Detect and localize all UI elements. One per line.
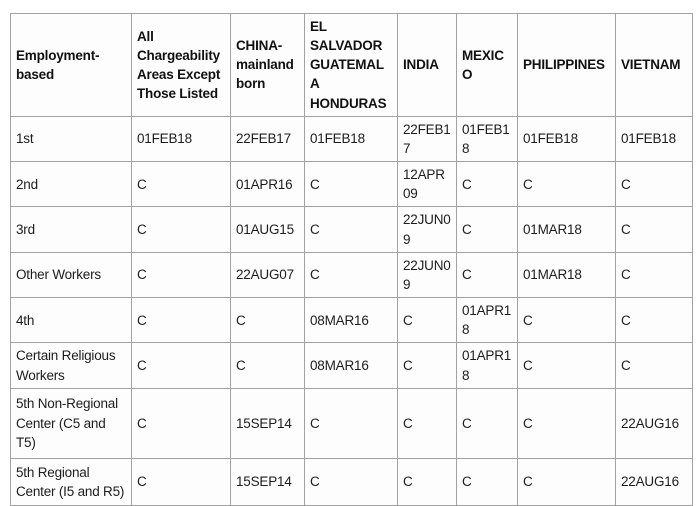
value-cell: 01MAR18 [517,206,616,253]
table-row: 1st 01FEB18 22FEB17 01FEB18 22FEB17 01FEB18 01… [10,115,693,163]
value-cell: 01FEB18 [304,115,398,163]
table-row: Other Workers C 22AUG07 C 22JUN09 C 01MAR18 C [10,251,693,299]
value-cell: 22JUN09 [397,206,457,253]
value-cell: C [615,206,693,253]
value-cell: C [131,206,231,253]
value-cell: 22FEB17 [397,115,457,163]
value-cell: 01APR18 [456,342,518,389]
value-cell: C [131,342,231,389]
category-cell: 3rd [10,206,132,253]
value-cell: C [397,342,457,389]
value-cell: 22AUG07 [230,251,305,299]
value-cell: C [517,161,616,208]
column-header-vietnam: VIETNAM [615,13,693,117]
column-header-philippines: PHILIPPINES [517,13,616,117]
column-header-india: INDIA [397,13,457,117]
value-cell: 15SEP14 [230,387,305,459]
table-row: Certain Religious Workers C C 08MAR16 C 01APR… [10,342,693,389]
value-cell: C [517,387,616,459]
value-cell: 01APR16 [230,161,305,208]
category-cell: 4th [10,297,132,344]
category-cell: 5th Non-Regional Center (C5 and T5) [10,387,132,459]
value-cell: 01MAR18 [517,251,616,299]
value-cell: 22AUG16 [615,457,693,506]
visa-bulletin: Employment-based All Chargeability Areas … [10,13,693,506]
value-cell: C [304,251,398,299]
value-cell: C [131,457,231,506]
value-cell: C [397,457,457,506]
column-header-all-chargeability: All Chargeability Areas Except Those Lis… [131,13,231,117]
table-row: 3rd C 01AUG15 C 22JUN09 C 01MAR18 C [10,206,693,253]
value-cell: C [304,161,398,208]
value-cell: C [456,251,518,299]
table-body: 1st 01FEB18 22FEB17 01FEB18 22FEB17 01FEB18 01… [10,115,693,506]
value-cell: C [517,342,616,389]
value-cell: 22FEB17 [230,115,305,163]
value-cell: C [456,206,518,253]
value-cell: 01AUG15 [230,206,305,253]
category-cell: Certain Religious Workers [10,342,132,389]
value-cell: 15SEP14 [230,457,305,506]
column-header-el-salvador: EL SALVADOR GUATEMALA HONDURAS [304,13,398,117]
value-cell: C [304,387,398,459]
value-cell: C [456,387,518,459]
table-row: 2nd C 01APR16 C 12APR09 C C C [10,161,693,208]
column-header-china-mainland: CHINA-mainland born [230,13,305,117]
category-cell: 1st [10,115,132,163]
table-row: 5th Regional Center (I5 and R5) C 15SEP14 C… [10,457,693,506]
value-cell: C [397,387,457,459]
value-cell: C [615,251,693,299]
value-cell: C [615,297,693,344]
value-cell: C [230,297,305,344]
value-cell: 01FEB18 [615,115,693,163]
value-cell: 01APR18 [456,297,518,344]
value-cell: C [397,297,457,344]
value-cell: C [131,297,231,344]
value-cell: C [456,161,518,208]
value-cell: C [615,161,693,208]
value-cell: C [230,342,305,389]
value-cell: 12APR09 [397,161,457,208]
value-cell: 01FEB18 [131,115,231,163]
value-cell: 22AUG16 [615,387,693,459]
value-cell: C [456,457,518,506]
column-header-mexico: MEXICO [456,13,518,117]
value-cell: C [131,251,231,299]
value-cell: 22JUN09 [397,251,457,299]
value-cell: 08MAR16 [304,342,398,389]
category-cell: 2nd [10,161,132,208]
value-cell: C [517,297,616,344]
value-cell: C [304,457,398,506]
value-cell: 01FEB18 [456,115,518,163]
category-cell: Other Workers [10,251,132,299]
value-cell: 01FEB18 [517,115,616,163]
table-row: 5th Non-Regional Center (C5 and T5) C 15SE… [10,387,693,459]
value-cell: C [131,387,231,459]
value-cell: C [517,457,616,506]
visa-bulletin-table: Employment-based All Chargeability Areas … [10,13,693,506]
value-cell: C [304,206,398,253]
value-cell: C [615,342,693,389]
table-header-row: Employment-based All Chargeability Areas … [10,13,693,117]
column-header-employment-based: Employment-based [10,13,132,117]
value-cell: C [131,161,231,208]
value-cell: 08MAR16 [304,297,398,344]
table-row: 4th C C 08MAR16 C 01APR18 C C [10,297,693,344]
category-cell: 5th Regional Center (I5 and R5) [10,457,132,506]
